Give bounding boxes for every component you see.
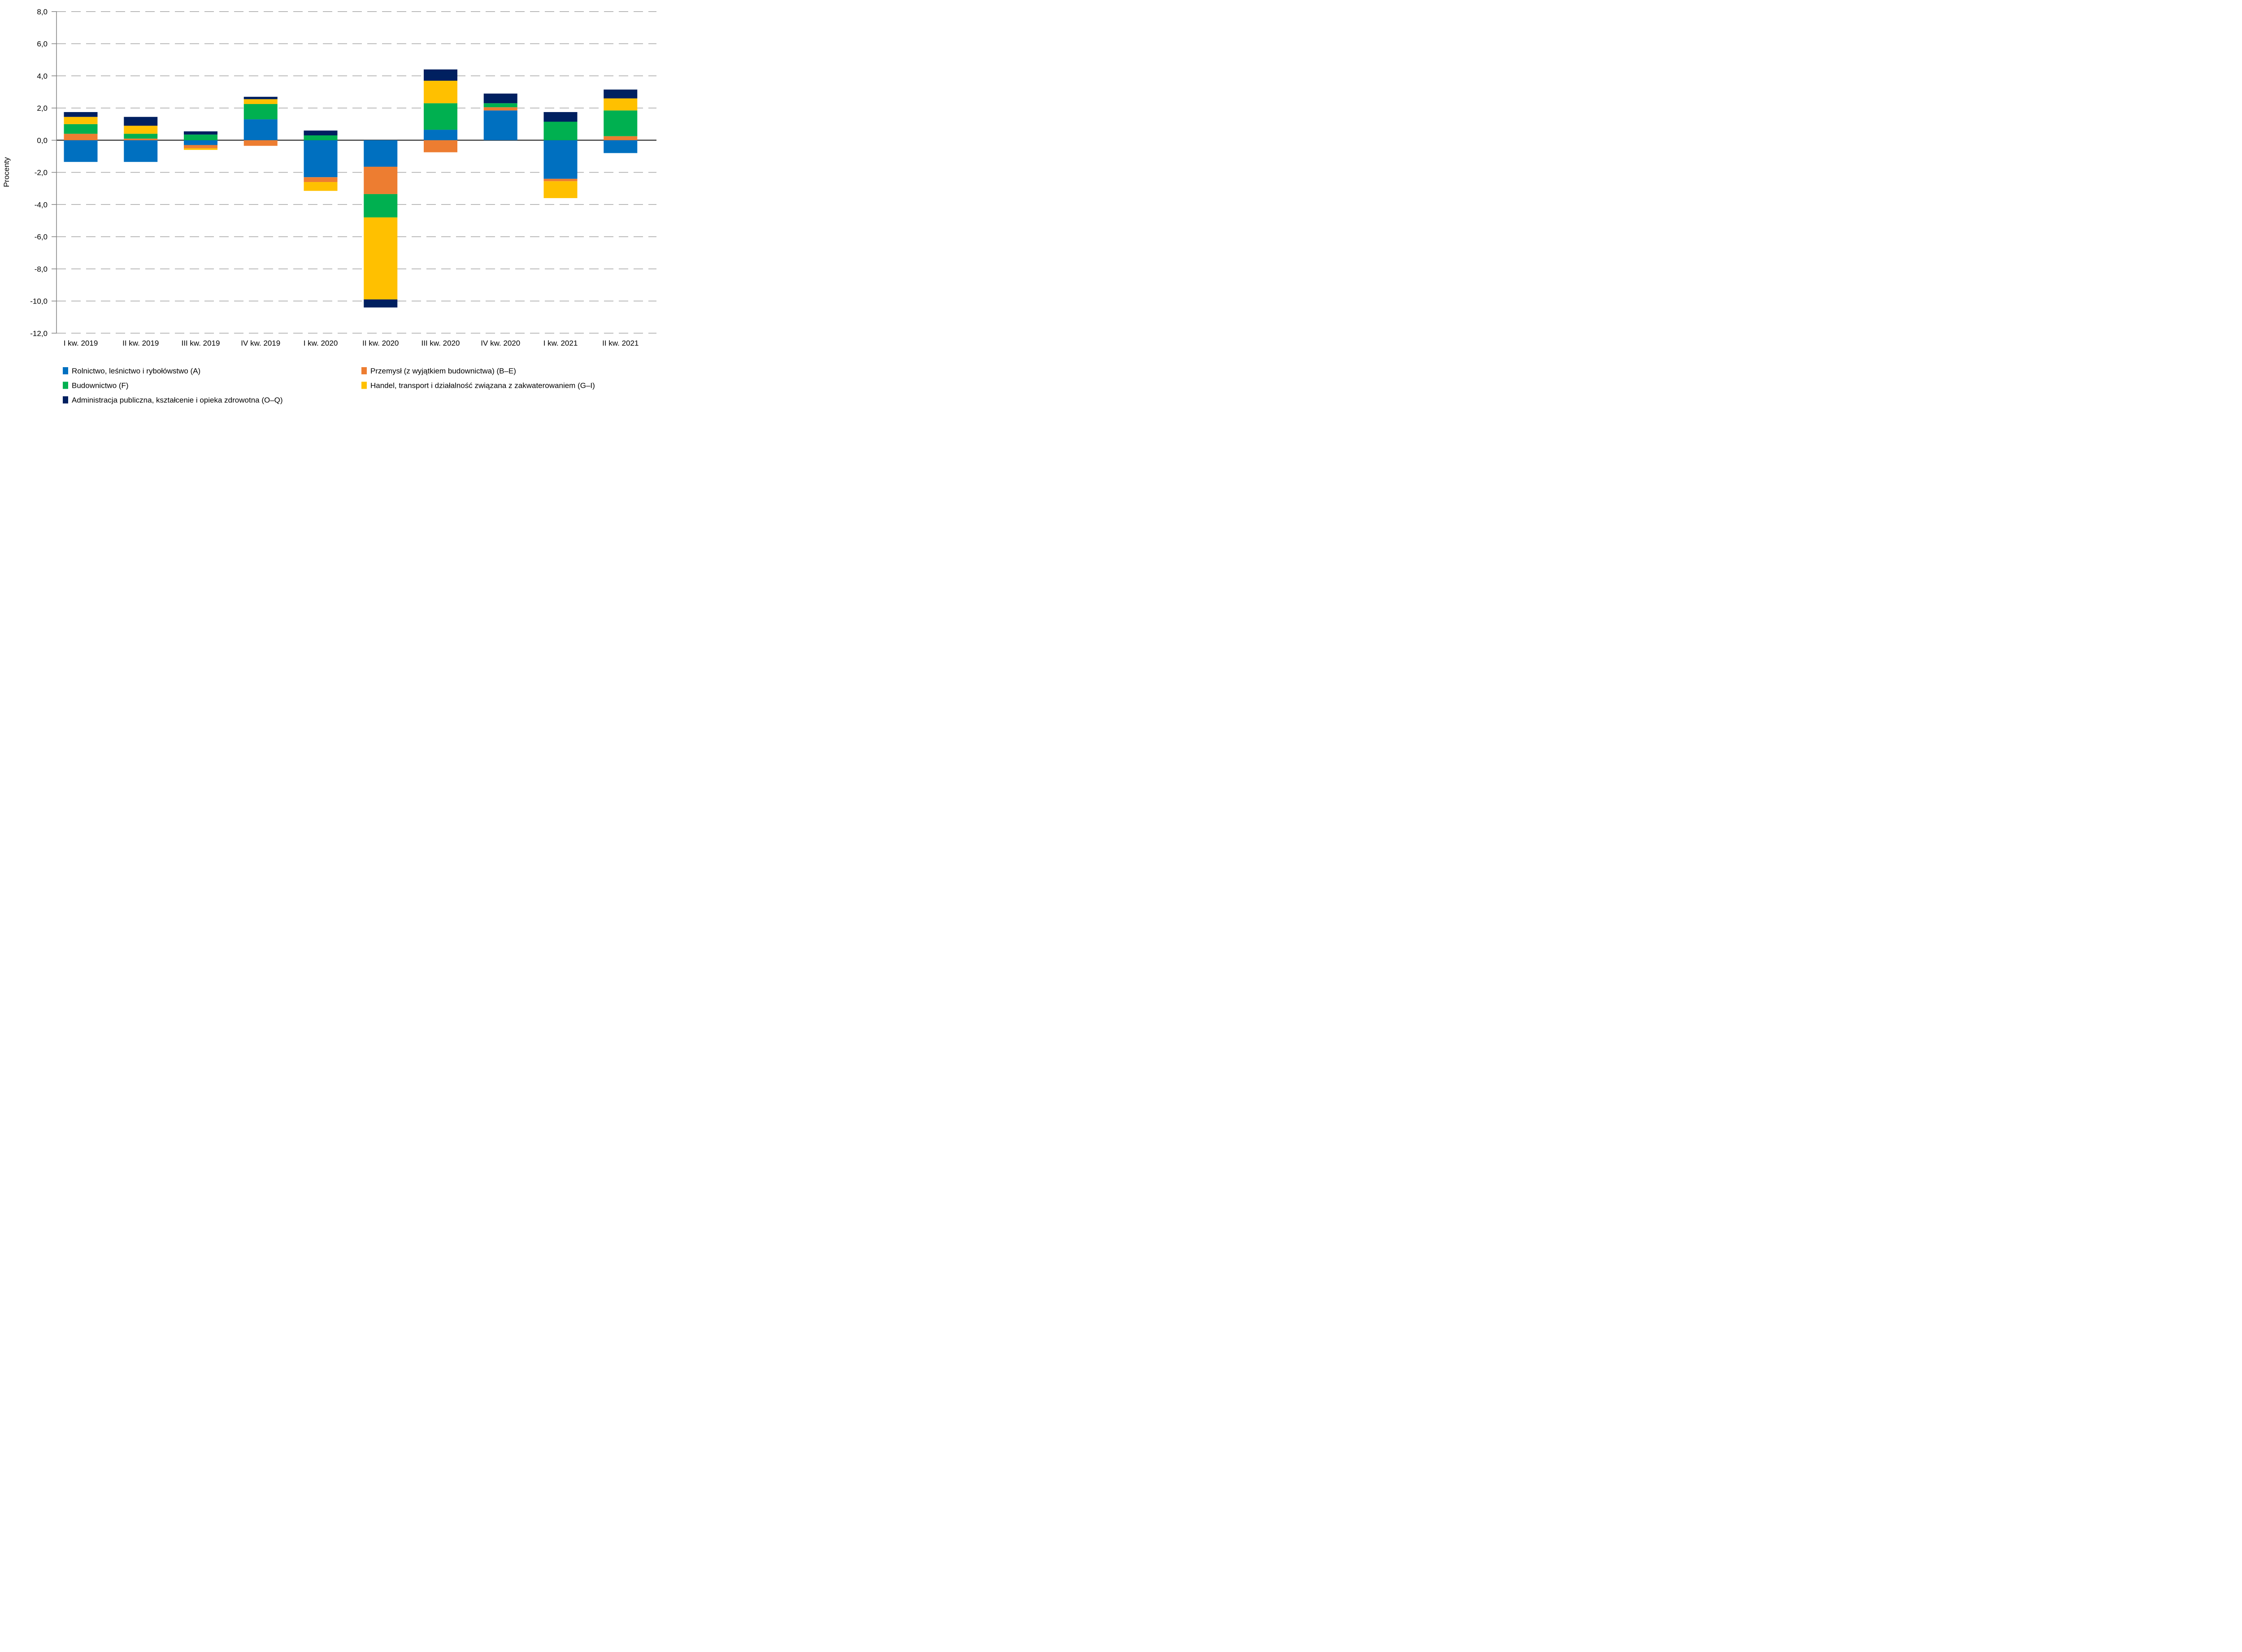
bar-segment-series0-cat2 (184, 140, 217, 145)
chart-background (0, 0, 659, 413)
bar-segment-series4-cat5 (364, 299, 398, 308)
y-axis-tick-label: -2,0 (35, 169, 48, 177)
bar-segment-series2-cat0 (64, 124, 98, 134)
bar-segment-series0-cat4 (304, 140, 338, 178)
bar-segment-series4-cat0 (64, 112, 98, 117)
bar-segment-series3-cat2 (184, 148, 217, 150)
legend-label-series2: Budownictwo (F) (72, 382, 129, 390)
y-axis-tick-label: 6,0 (37, 40, 48, 48)
legend-marker-series4 (63, 396, 68, 403)
bar-segment-series0-cat1 (124, 140, 158, 162)
bar-segment-series1-cat1 (124, 139, 158, 140)
bar-segment-series0-cat6 (424, 130, 457, 140)
bar-segment-series3-cat1 (124, 126, 158, 134)
y-axis-tick-label: 8,0 (37, 8, 48, 16)
bar-segment-series4-cat1 (124, 117, 158, 126)
bar-segment-series0-cat8 (543, 140, 578, 179)
bar-segment-series2-cat2 (184, 134, 217, 140)
x-axis-label: II kw. 2019 (122, 339, 159, 347)
bar-segment-series1-cat2 (184, 145, 217, 148)
y-axis-tick-label: -8,0 (35, 265, 48, 273)
x-axis-label: II kw. 2021 (602, 339, 639, 347)
bar-segment-series4-cat9 (604, 89, 638, 99)
bar-segment-series3-cat9 (604, 98, 638, 111)
bar-segment-series1-cat8 (543, 178, 578, 182)
legend-marker-series2 (63, 382, 68, 389)
y-axis-tick-label: 2,0 (37, 104, 48, 113)
y-axis-tick-label: 4,0 (37, 72, 48, 80)
x-axis-label: I kw. 2021 (543, 339, 578, 347)
x-axis-label: II kw. 2020 (362, 339, 399, 347)
bar-segment-series2-cat4 (304, 135, 338, 140)
bar-segment-series3-cat5 (364, 217, 398, 299)
chart-plot-area: 8,0 6,0 4,0 2,0 0,0 -2,0 -4,0 -6,0 -8,0 -10,0 -12,… (0, 0, 659, 413)
bar-segment-series1-cat7 (483, 107, 517, 111)
bar-segment-series1-cat4 (304, 177, 338, 182)
x-axis-label: I kw. 2020 (304, 339, 338, 347)
bar-segment-series4-cat3 (243, 96, 278, 100)
stacked-bar-chart: 8,0 6,0 4,0 2,0 0,0 -2,0 -4,0 -6,0 -8,0 -10,0 -12,… (0, 0, 659, 413)
bar-segment-series3-cat4 (304, 182, 338, 191)
bar-segment-series0-cat7 (483, 110, 517, 140)
bar-segment-series0-cat9 (604, 140, 638, 153)
legend-marker-series1 (361, 367, 367, 374)
x-axis-label: III kw. 2020 (421, 339, 460, 347)
bar-segment-series2-cat6 (424, 103, 457, 130)
legend-label-series0: Rolnictwo, leśnictwo i rybołówstwo (A) (72, 367, 200, 375)
y-axis-tick-label: -4,0 (35, 200, 48, 209)
y-axis-tick-label: -12,0 (30, 329, 48, 338)
bar-segment-series1-cat9 (604, 136, 638, 140)
y-axis-tick-label: -6,0 (35, 233, 48, 241)
legend-label-series4: Administracja publiczna, kształcenie i o… (72, 396, 283, 404)
bar-segment-series4-cat7 (483, 93, 517, 104)
bar-segment-series4-cat2 (184, 131, 217, 135)
x-axis-label: IV kw. 2019 (241, 339, 280, 347)
bar-segment-series0-cat3 (243, 119, 278, 140)
bar-segment-series4-cat6 (424, 69, 457, 81)
bar-segment-series2-cat8 (543, 121, 578, 140)
bar-segment-series4-cat4 (304, 130, 338, 135)
y-axis-tick-label: -10,0 (30, 297, 48, 306)
bar-segment-series1-cat0 (64, 134, 98, 140)
x-axis-label: I kw. 2019 (64, 339, 98, 347)
legend-label-series3: Handel, transport i działalność związana… (370, 382, 595, 390)
bar-segment-series1-cat5 (364, 166, 398, 194)
bar-segment-series3-cat6 (424, 81, 457, 104)
x-axis-label: IV kw. 2020 (481, 339, 520, 347)
bar-segment-series2-cat3 (243, 104, 278, 120)
bar-segment-series1-cat6 (424, 140, 457, 152)
bar-segment-series2-cat7 (483, 103, 517, 108)
bar-segment-series2-cat9 (604, 110, 638, 136)
legend-label-series1: Przemysł (z wyjątkiem budownictwa) (B–E) (370, 367, 516, 375)
bar-segment-series4-cat8 (543, 112, 578, 122)
bar-segment-series3-cat0 (64, 117, 98, 124)
legend-marker-series3 (361, 382, 367, 389)
bar-segment-series0-cat0 (64, 140, 98, 162)
bar-segment-series1-cat3 (243, 140, 278, 146)
legend-marker-series0 (63, 367, 68, 374)
bar-segment-series2-cat5 (364, 194, 398, 217)
bar-segment-series2-cat1 (124, 134, 158, 139)
bar-segment-series3-cat3 (243, 99, 278, 104)
y-axis-tick-label: 0,0 (37, 136, 48, 145)
bar-segment-series0-cat5 (364, 140, 398, 167)
y-axis-title: Procenty (2, 157, 11, 187)
bar-segment-series3-cat8 (543, 181, 578, 198)
x-axis-label: III kw. 2019 (182, 339, 220, 347)
